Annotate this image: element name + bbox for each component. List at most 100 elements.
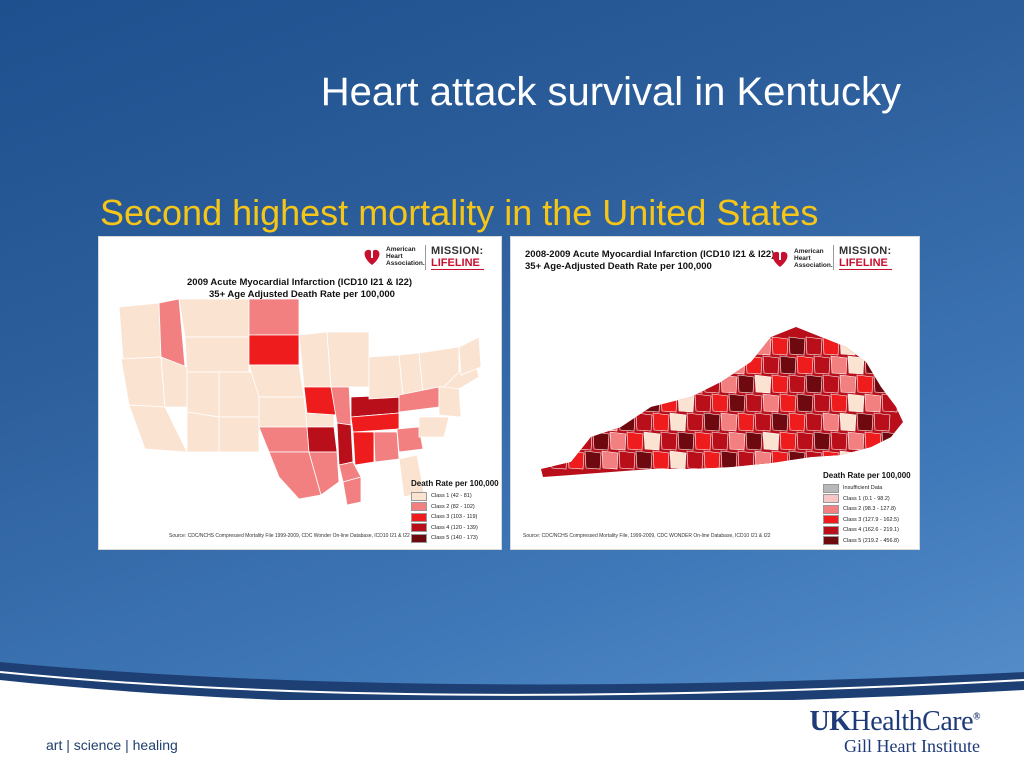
heart-torch-icon: [364, 248, 380, 265]
state-region: [120, 356, 166, 408]
legend-swatch: [823, 494, 839, 504]
legend-label: Class 1 (0.1 - 98.2): [843, 495, 890, 502]
county-region: [847, 431, 865, 451]
state-region: [186, 371, 220, 418]
county-region: [584, 412, 602, 432]
legend-title: Death Rate per 100,000: [411, 479, 499, 488]
county-region: [754, 374, 772, 394]
legend-swatch: [411, 502, 427, 512]
legend-swatch: [823, 515, 839, 525]
county-region: [873, 412, 891, 432]
county-region: [762, 431, 780, 451]
county-region: [626, 431, 644, 451]
county-region: [703, 450, 721, 470]
county-region: [550, 450, 568, 470]
county-region: [558, 393, 576, 413]
county-region: [805, 336, 823, 356]
state-region: [308, 451, 340, 496]
county-region: [652, 412, 670, 432]
state-region: [438, 386, 462, 418]
county-region: [635, 336, 653, 356]
county-region: [677, 355, 695, 375]
county-region: [847, 355, 865, 375]
legend-swatch: [823, 536, 839, 546]
county-region: [635, 412, 653, 432]
state-region: [342, 476, 362, 506]
county-region: [703, 374, 721, 394]
county-region: [686, 374, 704, 394]
county-region: [711, 393, 729, 413]
county-region: [822, 374, 840, 394]
county-region: [856, 374, 874, 394]
county-region: [830, 431, 848, 451]
county-region: [864, 355, 882, 375]
county-region: [881, 355, 899, 375]
state-region: [258, 426, 310, 453]
county-region: [584, 450, 602, 470]
us-choropleth-map: [118, 298, 482, 506]
county-region: [737, 374, 755, 394]
county-region: [728, 431, 746, 451]
county-region: [771, 412, 789, 432]
county-region: [592, 393, 610, 413]
state-region: [248, 334, 300, 366]
county-region: [584, 374, 602, 394]
state-region: [352, 431, 375, 466]
county-region: [788, 336, 806, 356]
state-region: [306, 426, 338, 453]
ky-map-title-line1: 2008-2009 Acute Myocardial Infarction (I…: [525, 249, 775, 260]
county-region: [550, 412, 568, 432]
legend-label: Class 5 (219.2 - 456.8): [843, 537, 899, 544]
state-region: [218, 416, 260, 453]
county-region: [652, 374, 670, 394]
county-region: [643, 355, 661, 375]
state-region: [128, 404, 188, 453]
county-region: [550, 374, 568, 394]
county-region: [618, 336, 636, 356]
ky-map-legend: Death Rate per 100,000 Insufficient Data…: [823, 471, 911, 546]
us-map-title: 2009 Acute Myocardial Infarction (ICD10 …: [187, 277, 412, 301]
county-region: [601, 374, 619, 394]
legend-item: Class 1 (42 - 81): [411, 491, 499, 502]
county-region: [745, 393, 763, 413]
county-region: [796, 431, 814, 451]
county-region: [669, 412, 687, 432]
state-region: [373, 431, 400, 463]
ky-map-source: Source: CDC/NCHS Compressed Mortality Fi…: [523, 533, 771, 539]
county-region: [822, 450, 840, 470]
county-region: [567, 412, 585, 432]
mission-label: MISSION:: [431, 245, 484, 257]
county-region: [601, 336, 619, 356]
legend-swatch: [411, 512, 427, 522]
county-region: [567, 450, 585, 470]
county-region: [839, 374, 857, 394]
legend-label: Class 2 (82 - 102): [431, 503, 475, 510]
kentucky-map-panel: 2008-2009 Acute Myocardial Infarction (I…: [510, 236, 920, 550]
county-region: [754, 450, 772, 470]
state-region: [248, 364, 305, 398]
county-region: [652, 336, 670, 356]
county-region: [643, 431, 661, 451]
county-region: [711, 431, 729, 451]
county-region: [575, 431, 593, 451]
county-region: [873, 336, 891, 356]
county-region: [720, 450, 738, 470]
slide-title: Heart attack survival in Kentucky: [320, 70, 901, 114]
legend-label: Class 1 (42 - 81): [431, 493, 472, 500]
us-map-legend: Death Rate per 100,000 Class 1 (42 - 81)…: [411, 479, 499, 544]
county-region: [822, 336, 840, 356]
county-region: [601, 412, 619, 432]
county-region: [796, 355, 814, 375]
county-region: [788, 450, 806, 470]
county-region: [660, 431, 678, 451]
county-region: [550, 336, 568, 356]
legend-swatch: [823, 525, 839, 535]
county-region: [805, 412, 823, 432]
county-region: [592, 431, 610, 451]
county-region: [728, 393, 746, 413]
county-region: [618, 450, 636, 470]
county-region: [669, 450, 687, 470]
legend-item: Class 2 (98.3 - 127.8): [823, 504, 911, 515]
mission-label: MISSION:: [839, 245, 892, 257]
county-region: [584, 336, 602, 356]
